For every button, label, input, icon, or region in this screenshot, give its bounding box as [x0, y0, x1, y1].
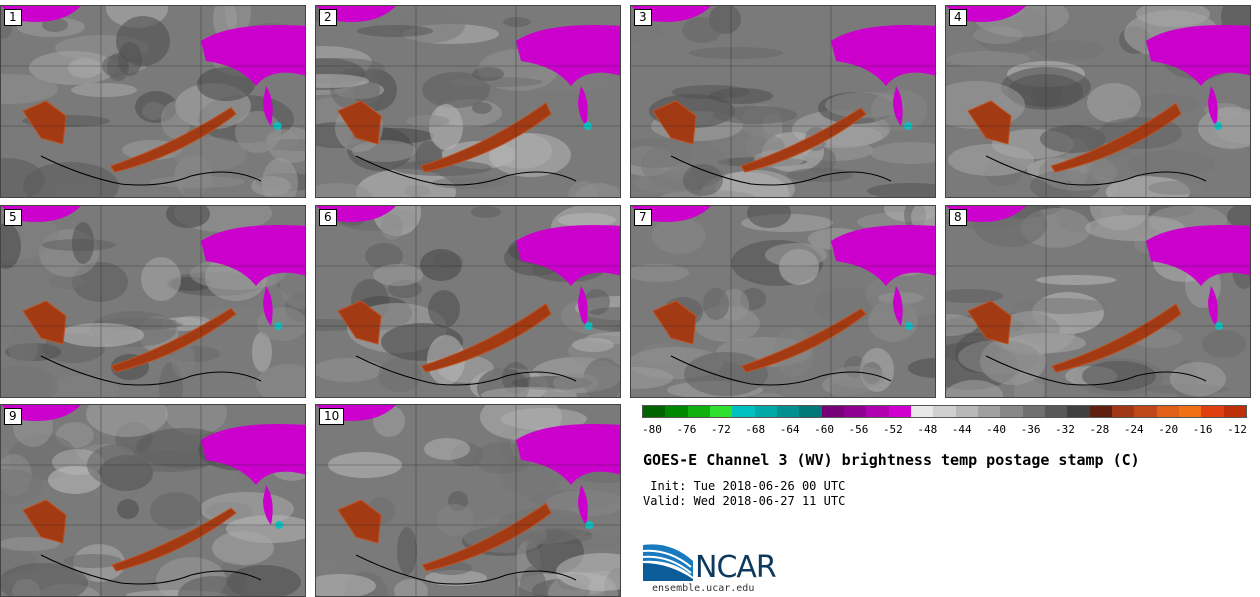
colorbar-cell [1223, 406, 1246, 417]
colorbar-tick-label: -32 [1055, 423, 1075, 436]
water-vapor-map [316, 405, 620, 596]
panel-number: 4 [949, 9, 967, 26]
postage-stamp-panel: 2 [315, 5, 621, 198]
colorbar-cell [1178, 406, 1202, 417]
panel-number: 5 [4, 209, 22, 226]
colorbar-cell [933, 406, 956, 417]
panel-number: 1 [4, 9, 22, 26]
colorbar-cell [888, 406, 911, 417]
water-vapor-map [316, 206, 620, 397]
postage-stamp-panel: 6 [315, 205, 621, 398]
water-vapor-map [631, 6, 935, 197]
postage-stamp-panel: 9 [0, 404, 306, 597]
colorbar-tick-label: -68 [745, 423, 766, 436]
water-vapor-map [316, 6, 620, 197]
colorbar [642, 405, 1247, 418]
colorbar-cell [1156, 406, 1179, 417]
water-vapor-map [1, 6, 305, 197]
colorbar-tick-label: -52 [882, 423, 903, 436]
postage-stamp-panel: 3 [630, 5, 936, 198]
ncar-logo-icon [643, 544, 693, 581]
postage-stamp-panel: 5 [0, 205, 306, 398]
colorbar-cell [977, 406, 1001, 417]
colorbar-tick-label: -44 [951, 423, 972, 436]
water-vapor-map [1, 405, 305, 596]
colorbar-cell [643, 406, 666, 417]
water-vapor-map [946, 6, 1250, 197]
postage-stamp-panel: 10 [315, 404, 621, 597]
colorbar-tick-label: -80 [642, 423, 662, 436]
ncar-logo-text: NCAR [695, 550, 777, 585]
colorbar-tick-label: -72 [710, 423, 731, 436]
colorbar-cell [955, 406, 978, 417]
panel-number: 8 [949, 209, 967, 226]
water-vapor-map [946, 206, 1250, 397]
postage-stamp-panel: 7 [630, 205, 936, 398]
panel-number: 3 [634, 9, 652, 26]
init-time: Init: Tue 2018-06-26 00 UTC [643, 479, 846, 493]
colorbar-tick-label: -40 [986, 423, 1007, 436]
colorbar-cell [866, 406, 889, 417]
postage-stamp-panel: 8 [945, 205, 1251, 398]
colorbar-cell [1000, 406, 1023, 417]
colorbar-cell [821, 406, 844, 417]
colorbar-cell [1089, 406, 1112, 417]
colorbar-tick-labels: -80 -76 -72 -68 -64 -60 -56 -52 -48 -44 -40 -36 -32 -… [642, 423, 1247, 437]
colorbar-cell [1111, 406, 1135, 417]
colorbar-tick-label: -64 [779, 423, 800, 436]
colorbar-cell [1044, 406, 1068, 417]
colorbar-tick-label: -16 [1192, 423, 1213, 436]
colorbar-tick-label: -48 [917, 423, 938, 436]
colorbar-cell [687, 406, 710, 417]
water-vapor-map [1, 206, 305, 397]
colorbar-tick-label: -12 [1227, 423, 1247, 436]
colorbar-cell [776, 406, 800, 417]
colorbar-tick-label: -36 [1020, 423, 1041, 436]
panel-number: 10 [319, 408, 345, 425]
water-vapor-map [631, 206, 935, 397]
panel-number: 2 [319, 9, 337, 26]
website-url: ensemble.ucar.edu [652, 583, 755, 594]
colorbar-tick-label: -76 [676, 423, 697, 436]
postage-stamp-panel: 1 [0, 5, 306, 198]
colorbar-tick-label: -28 [1089, 423, 1110, 436]
valid-time: Valid: Wed 2018-06-27 11 UTC [643, 494, 846, 508]
colorbar-tick-label: -60 [814, 423, 834, 436]
panel-number: 7 [634, 209, 652, 226]
colorbar-cell [1067, 406, 1090, 417]
colorbar-tick-label: -56 [848, 423, 869, 436]
colorbar-cell [732, 406, 755, 417]
colorbar-cell [1022, 406, 1045, 417]
colorbar-tick-label: -20 [1158, 423, 1179, 436]
colorbar-cell [709, 406, 733, 417]
colorbar-cell [1134, 406, 1157, 417]
colorbar-cell [910, 406, 934, 417]
panel-number: 9 [4, 408, 22, 425]
postage-stamp-panel: 4 [945, 5, 1251, 198]
panel-number: 6 [319, 209, 337, 226]
colorbar-cell [665, 406, 688, 417]
colorbar-cell [843, 406, 867, 417]
colorbar-tick-label: -24 [1123, 423, 1144, 436]
colorbar-cell [754, 406, 777, 417]
figure-title: GOES-E Channel 3 (WV) brightness temp po… [643, 451, 1140, 469]
colorbar-cell [799, 406, 822, 417]
colorbar-cell [1201, 406, 1224, 417]
